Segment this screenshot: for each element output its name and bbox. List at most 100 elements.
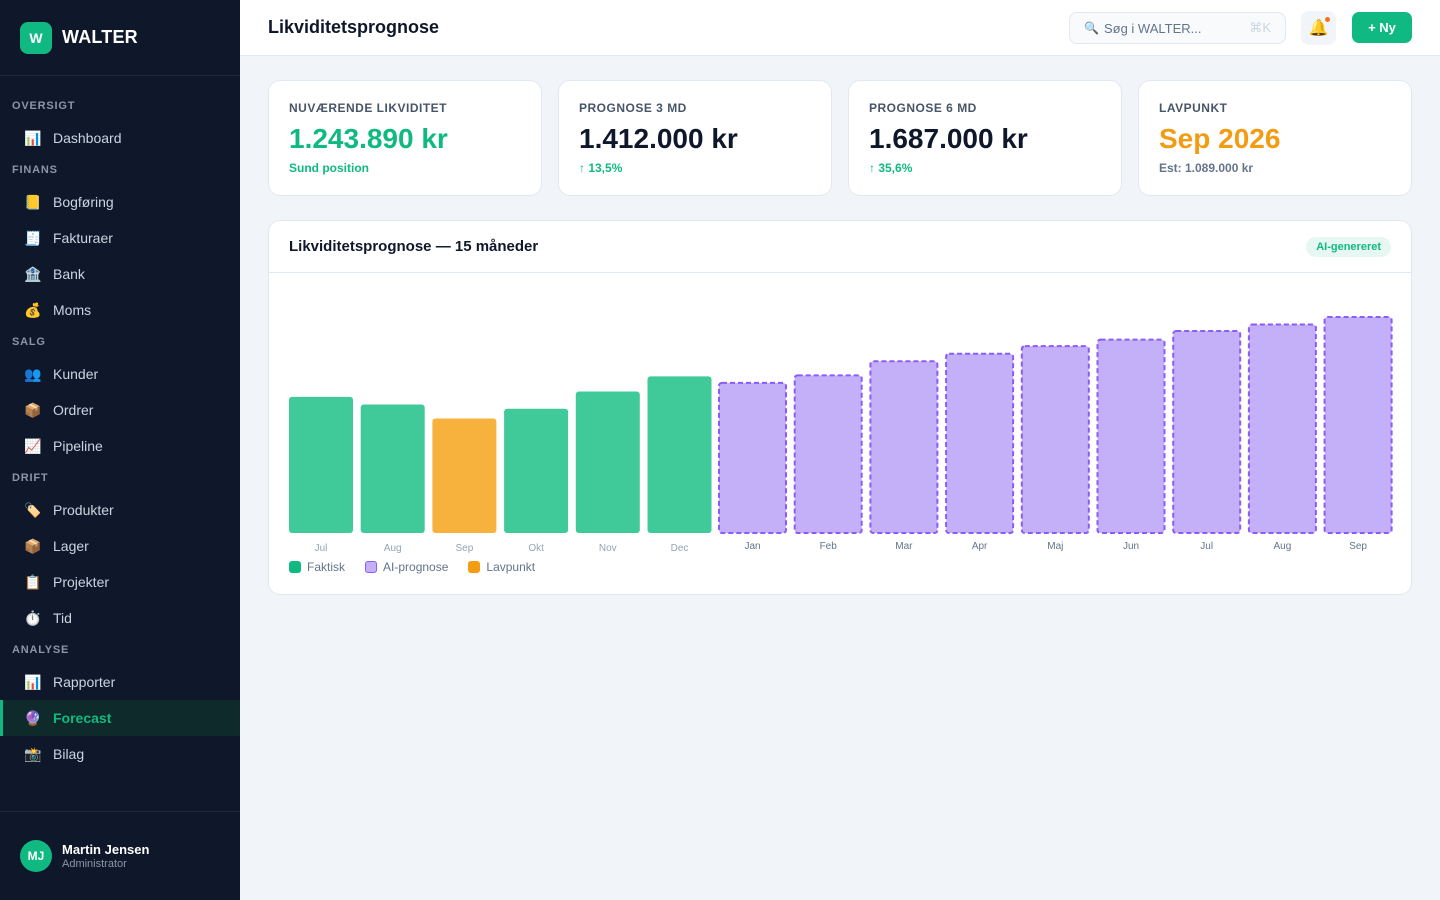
chart-bar-lavpunkt — [432, 418, 497, 533]
chart-bar-ai-prognose — [718, 381, 787, 534]
sidebar-section-label: DRIFT — [12, 472, 49, 484]
chart-header: Likviditetsprognose — 15 måneder AI-gene… — [269, 221, 1411, 273]
sidebar-item-ordrer[interactable]: 📦 Ordrer — [0, 392, 240, 428]
ledger-icon: 📒 — [24, 193, 42, 210]
x-tick-label: Jul — [1200, 541, 1213, 552]
sidebar-item-label: Produkter — [53, 502, 114, 518]
x-tick-label: Nov — [599, 543, 617, 554]
kpi-card-current-liquidity: NUVÆRENDE LIKVIDITET 1.243.890 kr Sund p… — [268, 80, 542, 196]
chart-bar-faktisk — [575, 391, 640, 533]
chart-legend: Faktisk AI-prognose Lavpunkt — [289, 560, 555, 574]
x-tick-label: Jun — [1123, 541, 1139, 552]
sidebar-item-bank[interactable]: 🏦 Bank — [0, 256, 240, 292]
legend-label: Faktisk — [307, 560, 346, 574]
sidebar-section-label: FINANS — [12, 164, 58, 176]
kpi-subtext: Est: 1.089.000 kr — [1159, 161, 1254, 175]
bar-chart-icon: 📊 — [24, 673, 42, 690]
x-tick-label: Mar — [895, 541, 913, 552]
sidebar-item-label: Forecast — [53, 710, 112, 726]
chart-bar-faktisk — [289, 396, 353, 533]
chart-bar-faktisk — [504, 408, 569, 533]
sidebar-item-label: Dashboard — [53, 130, 122, 146]
sidebar-item-tid[interactable]: ⏱️ Tid — [0, 600, 240, 636]
kpi-subtext: Sund position — [289, 161, 369, 175]
sidebar-item-fakturaer[interactable]: 🧾 Fakturaer — [0, 220, 240, 256]
kpi-card-forecast-3m: PROGNOSE 3 MD 1.412.000 kr ↑ 13,5% — [558, 80, 832, 196]
sidebar-item-label: Tid — [53, 610, 72, 626]
walter-logo-icon: W — [20, 21, 52, 54]
x-tick-label: Jul — [315, 543, 328, 554]
kpi-value: 1.243.890 kr — [289, 123, 448, 154]
sidebar-item-label: Kunder — [53, 366, 99, 382]
tag-icon: 🏷️ — [24, 501, 42, 518]
forecast-chart-card: Likviditetsprognose — 15 måneder AI-gene… — [268, 220, 1412, 595]
bank-icon: 🏦 — [24, 265, 42, 282]
sidebar-item-label: Fakturaer — [53, 230, 113, 246]
kpi-subtext: ↑ 13,5% — [579, 161, 623, 175]
stopwatch-icon: ⏱️ — [24, 609, 42, 626]
sidebar-item-bilag[interactable]: 📸 Bilag — [0, 736, 240, 772]
legend-item: Lavpunkt — [468, 560, 535, 574]
kpi-label: LAVPUNKT — [1159, 101, 1228, 115]
sidebar-item-projekter[interactable]: 📋 Projekter — [0, 564, 240, 600]
legend-label: Lavpunkt — [486, 560, 536, 574]
chart-bar-ai-prognose — [1020, 345, 1090, 534]
kpi-value: 1.687.000 kr — [869, 123, 1028, 154]
x-tick-label: Sep — [1349, 541, 1367, 552]
sidebar-item-bogføring[interactable]: 📒 Bogføring — [0, 184, 240, 220]
clipboard-icon: 📋 — [24, 573, 42, 590]
money-bag-icon: 💰 — [24, 301, 42, 318]
sidebar-item-forecast[interactable]: 🔮 Forecast — [0, 700, 240, 736]
sidebar-item-moms[interactable]: 💰 Moms — [0, 292, 240, 328]
notification-dot — [1325, 17, 1330, 22]
users-icon: 👥 — [24, 365, 42, 382]
sidebar-item-kunder[interactable]: 👥 Kunder — [0, 356, 240, 392]
kpi-label: NUVÆRENDE LIKVIDITET — [289, 101, 448, 115]
sidebar-nav: OVERSIGT 📊 Dashboard FINANS 📒 Bogføring 🧾 Faktu… — [0, 92, 240, 772]
x-tick-label: Aug — [1274, 541, 1292, 552]
sidebar-item-label: Bilag — [53, 746, 85, 762]
sidebar-item-label: Rapporter — [53, 674, 116, 690]
x-tick-label: Aug — [384, 543, 402, 554]
sidebar-section-label: OVERSIGT — [12, 100, 76, 112]
brand[interactable]: W WALTER — [0, 0, 240, 76]
sidebar-item-label: Pipeline — [53, 438, 103, 454]
topbar: Likviditetsprognose 🔍 Søg i WALTER... ⌘K… — [240, 0, 1440, 56]
user-profile[interactable]: MJ Martin Jensen Administrator — [0, 811, 240, 900]
ai-generated-badge: AI-genereret — [1306, 236, 1391, 257]
kpi-card-low-point: LAVPUNKT Sep 2026 Est: 1.089.000 kr — [1138, 80, 1412, 196]
legend-item: Faktisk — [289, 560, 345, 574]
legend-swatch — [289, 561, 301, 573]
user-role: Administrator — [62, 858, 127, 870]
receipt-icon: 🧾 — [24, 229, 42, 246]
new-button[interactable]: + Ny — [1352, 12, 1412, 43]
sidebar-item-label: Bank — [53, 266, 85, 282]
x-tick-label: Feb — [820, 541, 838, 552]
sidebar-item-label: Moms — [53, 302, 92, 318]
x-tick-label: Dec — [671, 543, 689, 554]
bar-chart-icon: 📊 — [24, 129, 42, 146]
avatar: MJ — [20, 840, 52, 872]
chart-bar-ai-prognose — [869, 360, 939, 534]
chart-title: Likviditetsprognose — 15 måneder — [289, 238, 539, 255]
legend-swatch — [468, 561, 481, 573]
legend-swatch — [365, 561, 378, 573]
sidebar-item-dashboard[interactable]: 📊 Dashboard — [0, 120, 240, 156]
sidebar-item-label: Lager — [53, 538, 89, 554]
chart-bar-ai-prognose — [1247, 323, 1317, 535]
x-tick-label: Okt — [528, 543, 544, 554]
x-tick-label: Jan — [744, 541, 760, 552]
sidebar: W WALTER OVERSIGT 📊 Dashboard FINANS 📒 Bogfør… — [0, 0, 240, 900]
search-input[interactable]: 🔍 Søg i WALTER... ⌘K — [1069, 12, 1286, 44]
sidebar-item-rapporter[interactable]: 📊 Rapporter — [0, 664, 240, 700]
chart-bar-faktisk — [360, 404, 425, 533]
sidebar-item-pipeline[interactable]: 📈 Pipeline — [0, 428, 240, 464]
forecast-bar-chart: Jul Aug Sep Okt Nov Dec Jan Feb Mar Apr Maj Jun Jul A… — [289, 316, 1393, 554]
sidebar-item-produkter[interactable]: 🏷️ Produkter — [0, 492, 240, 528]
sidebar-item-label: Ordrer — [53, 402, 94, 418]
search-placeholder: Søg i WALTER... — [1103, 20, 1202, 36]
sidebar-item-label: Bogføring — [53, 194, 114, 210]
kpi-card-forecast-6m: PROGNOSE 6 MD 1.687.000 kr ↑ 35,6% — [848, 80, 1122, 196]
sidebar-item-lager[interactable]: 📦 Lager — [0, 528, 240, 564]
notifications-button[interactable]: 🔔 — [1301, 11, 1336, 45]
